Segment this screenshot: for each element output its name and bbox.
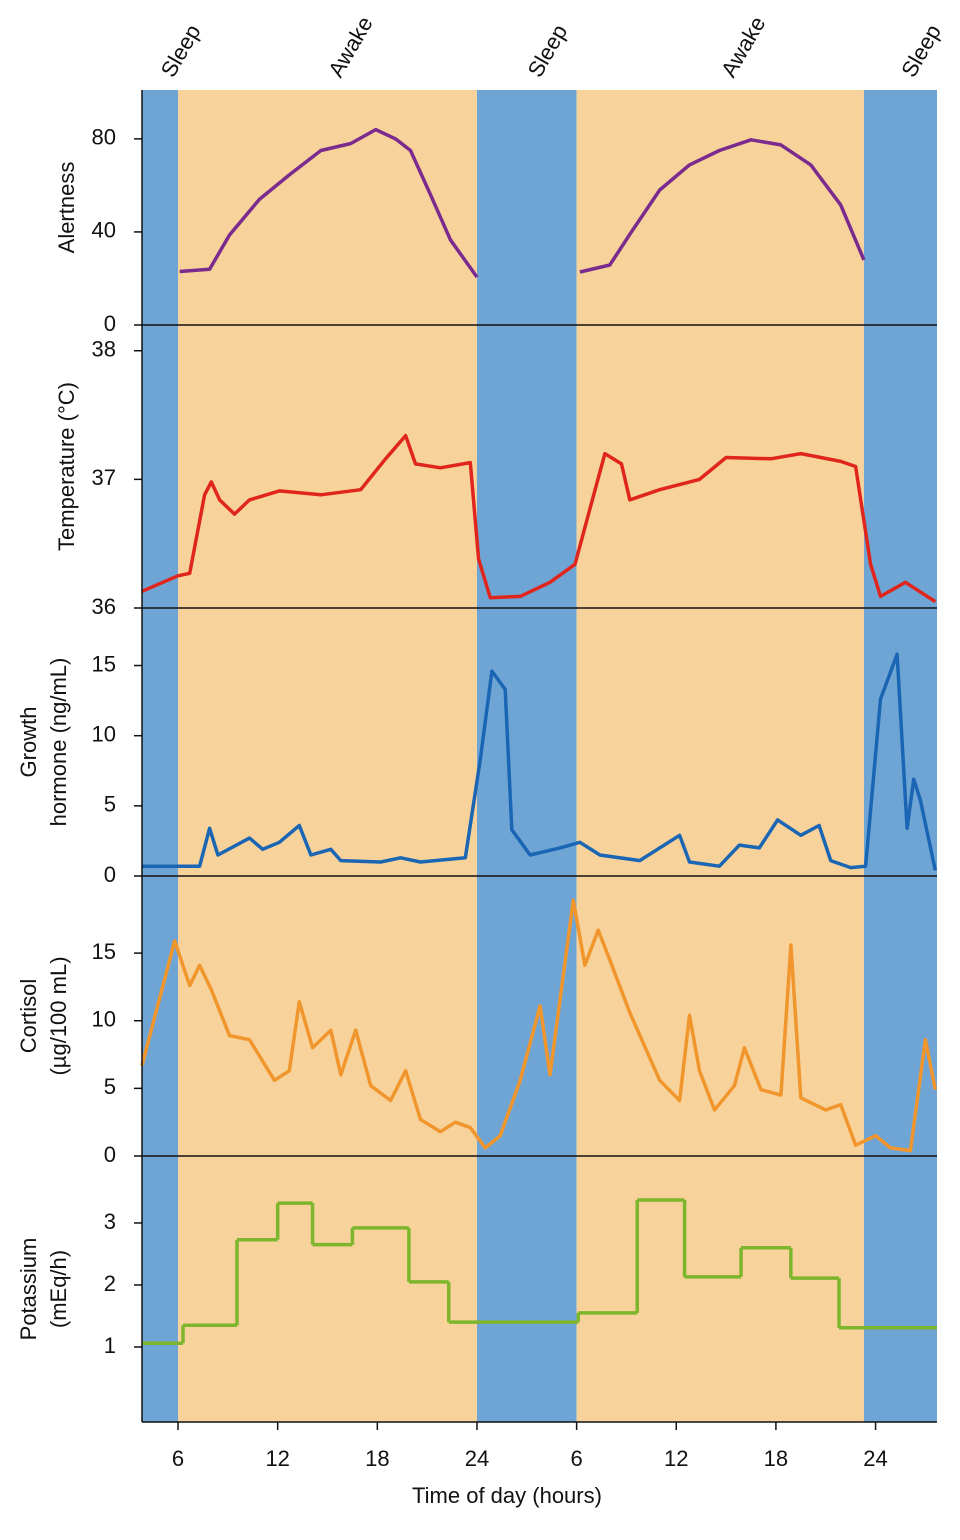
y-axis-label: Alertness: [54, 162, 79, 254]
x-axis-label: Time of day (hours): [412, 1483, 602, 1508]
y-axis-label: Growth: [16, 707, 41, 778]
y-tick-label: 15: [92, 939, 116, 964]
y-tick-label: 40: [92, 218, 116, 243]
y-axis-label: Potassium: [16, 1238, 41, 1341]
y-tick-label: 0: [104, 862, 116, 887]
phase-label: Sleep: [896, 20, 946, 81]
x-tick-label: 18: [764, 1446, 788, 1471]
x-tick-label: 12: [664, 1446, 688, 1471]
phase-band: [576, 90, 864, 1422]
y-tick-label: 0: [104, 311, 116, 336]
phase-band: [476, 90, 577, 1422]
phase-label: Sleep: [523, 20, 573, 81]
phase-label: Sleep: [156, 20, 206, 81]
data-line: [142, 652, 938, 871]
y-tick-label: 0: [104, 1142, 116, 1167]
phase-label: Awake: [716, 12, 770, 81]
y-tick-label: 5: [104, 1074, 116, 1099]
y-tick-label: 3: [104, 1209, 116, 1234]
x-tick-label: 18: [365, 1446, 389, 1471]
x-tick-label: 24: [863, 1446, 887, 1471]
y-tick-label: 80: [92, 125, 116, 150]
y-axis-label: (mEq/h): [46, 1250, 71, 1328]
y-axis-label: hormone (ng/mL): [46, 658, 71, 827]
x-tick-label: 24: [465, 1446, 489, 1471]
y-axis-label: Cortisol: [16, 979, 41, 1054]
y-axis-label: Temperature (°C): [54, 382, 79, 551]
x-tick-label: 6: [570, 1446, 582, 1471]
y-tick-label: 1: [104, 1333, 116, 1358]
phase-band: [178, 90, 477, 1422]
background: [142, 90, 937, 1422]
y-tick-label: 36: [92, 594, 116, 619]
y-tick-label: 5: [104, 792, 116, 817]
y-tick-label: 10: [92, 721, 116, 746]
y-tick-label: 10: [92, 1007, 116, 1032]
phase-label: Awake: [323, 12, 377, 81]
y-tick-label: 37: [92, 465, 116, 490]
x-tick-label: 6: [172, 1446, 184, 1471]
phase-band: [142, 90, 179, 1422]
y-axis-label: (µg/100 mL): [46, 956, 71, 1075]
data-line: [140, 898, 938, 1153]
x-tick-label: 12: [265, 1446, 289, 1471]
data-line: [179, 127, 866, 279]
y-tick-label: 38: [92, 337, 116, 362]
data-line: [141, 433, 937, 604]
y-tick-label: 2: [104, 1271, 116, 1296]
y-tick-label: 15: [92, 651, 116, 676]
